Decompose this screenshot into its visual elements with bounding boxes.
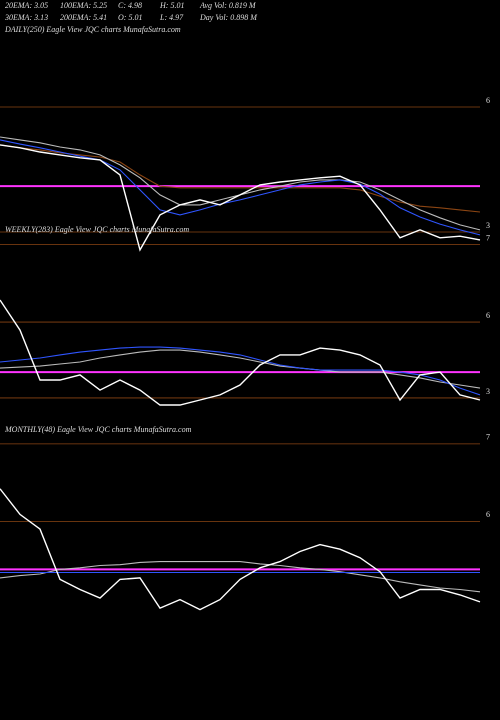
- stat: C: 4.98: [118, 1, 142, 10]
- panel-title: DAILY(250) Eagle View JQC charts MunafaS…: [4, 25, 181, 34]
- panel-title: WEEKLY(283) Eagle View JQC charts Munafa…: [5, 225, 189, 234]
- stat: Avg Vol: 0.819 M: [199, 1, 257, 10]
- stat: H: 5.01: [159, 1, 184, 10]
- stat: 100EMA: 5.25: [60, 1, 107, 10]
- price-line: [0, 144, 481, 213]
- price-line: [0, 299, 481, 406]
- stat: O: 5.01: [118, 13, 142, 22]
- stat: 20EMA: 3.05: [5, 1, 48, 10]
- price-line: [0, 139, 481, 236]
- price-line: [0, 561, 481, 593]
- y-tick-label: 6: [486, 96, 490, 105]
- stat: 200EMA: 5.41: [60, 13, 107, 22]
- y-tick-label: 6: [486, 311, 490, 320]
- y-tick-label: 7: [486, 433, 490, 442]
- panel-title: MONTHLY(48) Eagle View JQC charts Munafa…: [4, 425, 192, 434]
- price-line: [0, 349, 481, 389]
- stat: 30EMA: 3.13: [4, 13, 48, 22]
- y-tick-label: 3: [486, 221, 490, 230]
- stat: Day Vol: 0.898 M: [199, 13, 258, 22]
- price-line: [0, 346, 481, 396]
- price-line: [0, 488, 481, 611]
- y-tick-label: 3: [486, 387, 490, 396]
- y-tick-label: 7: [486, 233, 490, 242]
- stat: L: 4.97: [159, 13, 184, 22]
- y-tick-label: 6: [486, 510, 490, 519]
- price-line: [0, 136, 481, 231]
- price-line: [0, 144, 481, 252]
